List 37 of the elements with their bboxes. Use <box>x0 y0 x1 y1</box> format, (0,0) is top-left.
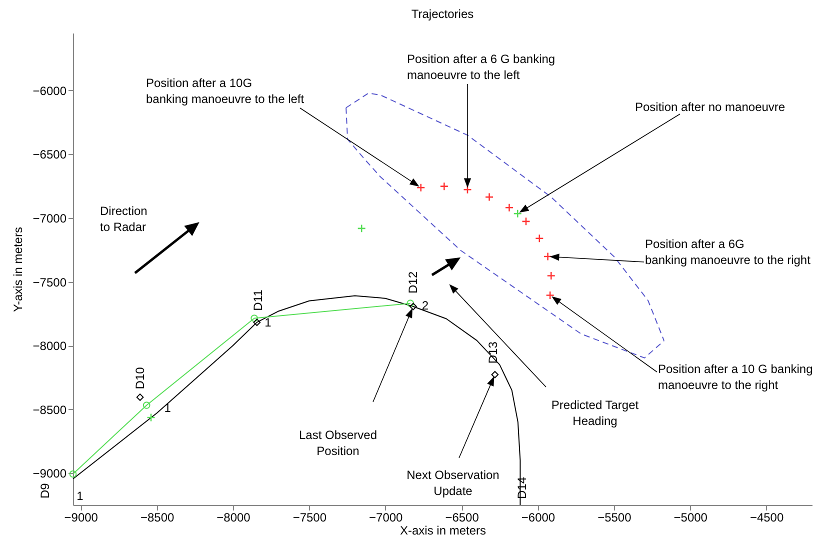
y-tick-label: −8000 <box>32 339 67 354</box>
y-tick-label: −9000 <box>32 466 67 481</box>
annotation: D12 <box>406 271 420 294</box>
annotation: Position after a 6G banking manoeuvre to the right <box>645 237 812 267</box>
x-tick-label: −8500 <box>140 510 174 524</box>
annotation: 2 <box>422 298 429 313</box>
annotation: Direction to Radar <box>100 204 148 234</box>
x-tick-label: −9000 <box>64 510 98 524</box>
annotation: Position after no manoeuvre <box>635 100 786 114</box>
annotation: Position after a 10 G banking manoeuvre to the right <box>658 362 813 392</box>
y-tick-label: −6500 <box>32 148 67 162</box>
annotation: Last Observed Position <box>298 428 378 458</box>
y-tick-label: −8500 <box>32 402 67 417</box>
x-tick-label: −6500 <box>445 510 480 524</box>
x-tick-label: −6000 <box>521 510 556 524</box>
y-axis-title: Y-axis in meters <box>10 227 25 312</box>
annotation: 1 <box>76 488 84 503</box>
x-axis-title: X-axis in meters <box>400 524 486 538</box>
annotation: Position after a 10G banking manoeuvre to the left <box>146 76 305 106</box>
x-tick-label: −5000 <box>674 510 708 524</box>
annotation: D10 <box>133 366 148 390</box>
annotation: D9 <box>38 482 52 499</box>
x-tick-label: −7000 <box>369 510 404 524</box>
y-tick-label: −7500 <box>32 275 67 290</box>
annotation: D13 <box>486 341 500 364</box>
annotation: 1 <box>264 315 272 330</box>
chart-title: Trajectories <box>411 7 474 21</box>
x-tick-label: −5500 <box>598 510 632 524</box>
x-tick-label: −7500 <box>292 510 327 524</box>
annotation: D11 <box>250 289 265 311</box>
annotation: Next Observation Update <box>406 468 500 498</box>
annotation: Predicted Target Heading <box>551 398 640 428</box>
y-tick-label: −6000 <box>32 84 67 98</box>
y-tick-label: −7000 <box>32 211 67 226</box>
x-tick-label: −4500 <box>750 510 784 524</box>
annotation: Position after a 6 G banking manoeuvre to the left <box>407 52 556 82</box>
x-tick-label: −8000 <box>216 510 251 524</box>
